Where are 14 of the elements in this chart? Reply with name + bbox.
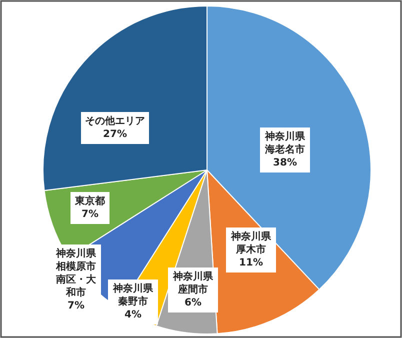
slice-label: 神奈川県座間市	[172, 270, 214, 296]
data-label: 7%	[68, 300, 84, 312]
data-label: 4%	[124, 310, 142, 320]
slice-label: 神奈川県厚木市	[230, 230, 272, 256]
slice-label: 神奈川県海老名市	[264, 130, 306, 156]
data-label: 38%	[273, 158, 297, 168]
data-label: 27%	[103, 129, 127, 140]
slice-label: その他エリア	[85, 115, 145, 127]
slice-label: 神奈川県相模原市南区・大和市	[55, 248, 97, 298]
slice-label: 東京都	[74, 195, 105, 207]
data-label: 6%	[184, 298, 202, 308]
data-label: 7%	[82, 209, 98, 220]
data-label: 11%	[239, 258, 263, 268]
slice-label: 神奈川県秦野市	[112, 282, 154, 308]
